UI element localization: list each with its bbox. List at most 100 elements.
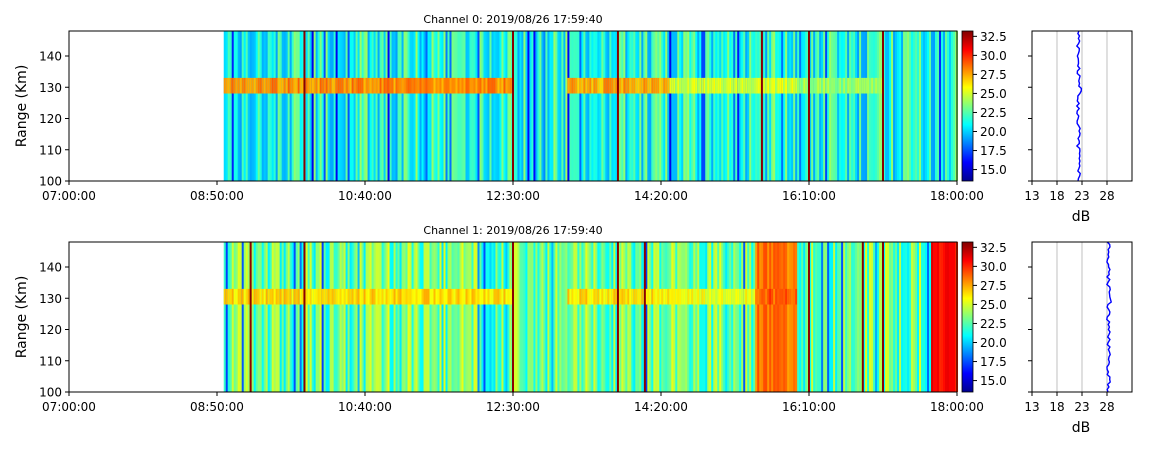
heatmap-column bbox=[933, 31, 937, 181]
heatmap-column bbox=[439, 31, 443, 181]
echo-band-cell bbox=[301, 77, 305, 94]
echo-band-cell bbox=[745, 77, 749, 94]
echo-band-cell bbox=[619, 77, 623, 94]
heatmap-column bbox=[547, 242, 551, 392]
heatmap-column bbox=[899, 242, 903, 392]
heatmap-column bbox=[949, 31, 953, 181]
echo-band-cell bbox=[489, 288, 493, 305]
heatmap-column bbox=[603, 242, 607, 392]
heatmap-column bbox=[759, 31, 763, 181]
echo-band-cell bbox=[843, 77, 847, 94]
echo-band-cell bbox=[241, 288, 245, 305]
echo-band-cell bbox=[443, 77, 447, 94]
heatmap-column bbox=[731, 31, 735, 181]
heatmap-column bbox=[397, 242, 401, 392]
echo-band-cell bbox=[871, 77, 875, 94]
heatmap-column bbox=[651, 31, 655, 181]
heatmap-column bbox=[557, 242, 561, 392]
heatmap-column bbox=[847, 31, 851, 181]
echo-band-cell bbox=[669, 288, 673, 305]
echo-band-cell bbox=[487, 77, 491, 94]
heatmap-column bbox=[397, 31, 401, 181]
colorbar-tick-label: 32.5 bbox=[980, 241, 1007, 255]
echo-band-cell bbox=[743, 288, 747, 305]
echo-band-cell bbox=[343, 77, 347, 94]
profile-frame bbox=[1031, 30, 1133, 182]
heatmap-column bbox=[369, 242, 373, 392]
echo-band-cell bbox=[575, 288, 579, 305]
echo-band-cell bbox=[681, 288, 685, 305]
heatmap-column bbox=[953, 31, 957, 181]
echo-band-cell bbox=[311, 77, 315, 94]
heatmap-column bbox=[767, 242, 771, 392]
echo-band-cell bbox=[297, 288, 301, 305]
heatmap-column bbox=[491, 242, 495, 392]
heatmap-column bbox=[633, 242, 637, 392]
heatmap-column bbox=[905, 31, 909, 181]
heatmap-column bbox=[879, 242, 883, 392]
heatmap-column bbox=[447, 31, 451, 181]
heatmap-column bbox=[611, 242, 615, 392]
echo-band-cell bbox=[631, 288, 635, 305]
heatmap-column bbox=[251, 31, 255, 181]
echo-band-cell bbox=[361, 288, 365, 305]
heatmap-column bbox=[691, 31, 695, 181]
heatmap-column bbox=[453, 242, 457, 392]
heatmap-column bbox=[875, 242, 879, 392]
echo-band-cell bbox=[693, 77, 697, 94]
echo-band-cell bbox=[779, 77, 783, 94]
echo-band-cell bbox=[777, 77, 781, 94]
heatmap-column bbox=[779, 31, 783, 181]
heatmap-column bbox=[411, 242, 415, 392]
echo-band-cell bbox=[317, 288, 321, 305]
heatmap-column bbox=[787, 31, 791, 181]
heatmap-column bbox=[863, 31, 867, 181]
heatmap-column bbox=[477, 242, 481, 392]
heatmap-column bbox=[869, 31, 873, 181]
echo-band-cell bbox=[223, 77, 227, 94]
heatmap-column bbox=[825, 242, 829, 392]
echo-band-cell bbox=[325, 288, 329, 305]
echo-band-cell bbox=[323, 288, 327, 305]
heatmap-column bbox=[283, 242, 287, 392]
echo-band-cell bbox=[637, 288, 641, 305]
heatmap-column bbox=[267, 31, 271, 181]
echo-band-cell bbox=[795, 77, 799, 94]
heatmap-column bbox=[917, 242, 921, 392]
heatmap-column bbox=[899, 31, 903, 181]
echo-band-cell bbox=[771, 288, 775, 305]
echo-band-cell bbox=[363, 77, 367, 94]
echo-band-cell bbox=[637, 77, 641, 94]
echo-band-cell bbox=[327, 77, 331, 94]
echo-band-cell bbox=[631, 77, 635, 94]
heatmap-column bbox=[627, 242, 631, 392]
echo-band-cell bbox=[683, 77, 687, 94]
heatmap-column bbox=[525, 242, 529, 392]
heatmap-column bbox=[845, 31, 849, 181]
echo-band-cell bbox=[687, 288, 691, 305]
echo-band-cell bbox=[275, 288, 279, 305]
heatmap-column bbox=[651, 242, 655, 392]
heatmap-column bbox=[409, 31, 413, 181]
echo-band-cell bbox=[595, 77, 599, 94]
echo-band-cell bbox=[739, 288, 743, 305]
echo-band-cell bbox=[849, 77, 853, 94]
heatmap-column bbox=[385, 242, 389, 392]
echo-band-cell bbox=[459, 77, 463, 94]
echo-band-cell bbox=[477, 288, 481, 305]
heatmap-column bbox=[671, 242, 675, 392]
echo-band-cell bbox=[385, 77, 389, 94]
echo-band-cell bbox=[425, 77, 429, 94]
echo-band-cell bbox=[293, 77, 297, 94]
heatmap-column bbox=[367, 31, 371, 181]
heatmap-column bbox=[811, 31, 815, 181]
heatmap-column bbox=[813, 31, 817, 181]
heatmap-column bbox=[785, 242, 789, 392]
echo-band-cell bbox=[405, 288, 409, 305]
intense-line bbox=[760, 31, 763, 181]
heatmap-column bbox=[857, 242, 861, 392]
echo-band-cell bbox=[875, 77, 879, 94]
heatmap-column bbox=[587, 31, 591, 181]
heatmap-column bbox=[581, 31, 585, 181]
echo-band-cell bbox=[465, 77, 469, 94]
